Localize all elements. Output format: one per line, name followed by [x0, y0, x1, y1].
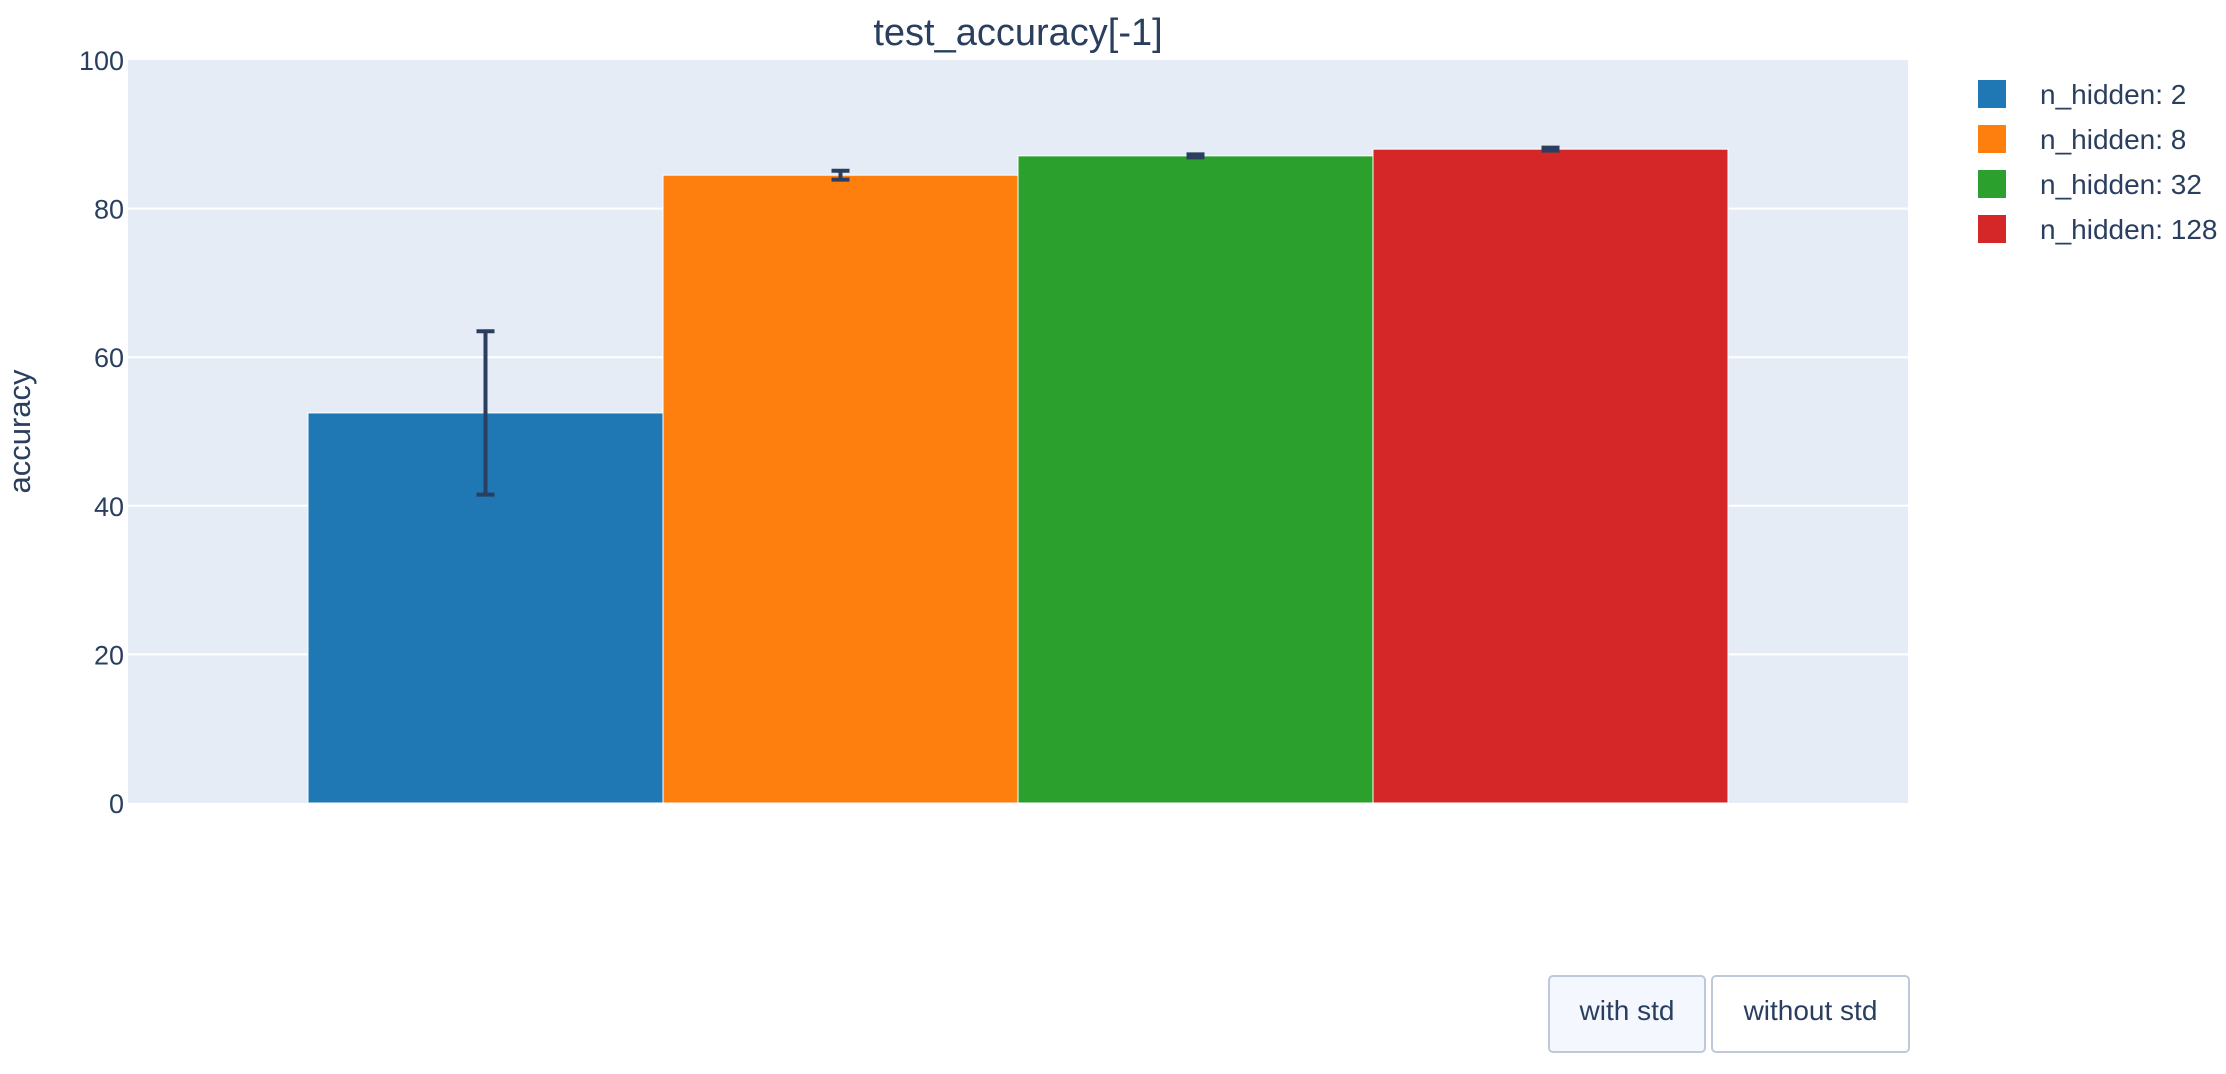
bar: [1017, 155, 1374, 804]
bar: [662, 174, 1019, 804]
legend-swatch: [1978, 125, 2006, 153]
y-axis-ticks: 0 20 40 60 80 100: [79, 46, 124, 819]
y-tick-label: 100: [79, 46, 124, 76]
y-tick-label: 20: [94, 640, 124, 670]
legend-label: n_hidden: 128: [2040, 214, 2218, 245]
error-bar: [1541, 145, 1560, 153]
y-tick-label: 40: [94, 492, 124, 522]
legend-swatch: [1978, 215, 2006, 243]
with-std-button[interactable]: with std: [1548, 975, 1706, 1053]
legend-swatch: [1978, 170, 2006, 198]
error-bars: [476, 145, 1560, 497]
y-tick-label: 60: [94, 343, 124, 373]
y-tick-label: 0: [109, 789, 124, 819]
error-bar: [831, 168, 850, 182]
chart-title: test_accuracy[-1]: [873, 12, 1162, 54]
bar: [1372, 148, 1729, 804]
legend-swatch: [1978, 80, 2006, 108]
y-tick-label: 80: [94, 195, 124, 225]
error-bar: [1186, 152, 1205, 160]
legend-item[interactable]: n_hidden: 2: [1978, 79, 2186, 110]
y-axis-title: accuracy: [2, 369, 37, 494]
legend-item[interactable]: n_hidden: 128: [1978, 214, 2218, 245]
legend-label: n_hidden: 2: [2040, 79, 2186, 110]
legend: n_hidden: 2 n_hidden: 8 n_hidden: 32 n_hidd…: [1978, 79, 2218, 245]
legend-label: n_hidden: 8: [2040, 124, 2186, 155]
legend-item[interactable]: n_hidden: 8: [1978, 124, 2186, 155]
bars: [307, 148, 1729, 804]
legend-item[interactable]: n_hidden: 32: [1978, 169, 2202, 200]
without-std-button[interactable]: without std: [1711, 975, 1910, 1053]
legend-label: n_hidden: 32: [2040, 169, 2202, 200]
error-bar: [476, 329, 495, 497]
